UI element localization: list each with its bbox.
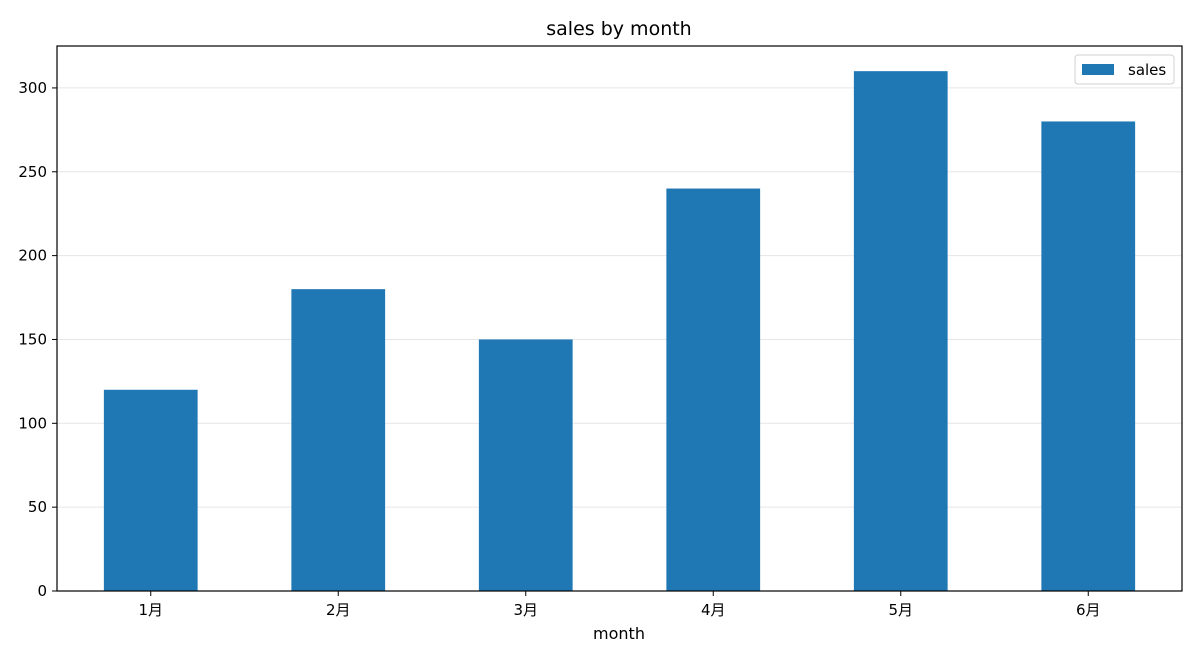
y-tick-label: 200 — [18, 247, 47, 265]
chart-title: sales by month — [546, 18, 691, 40]
y-tick-label: 100 — [18, 414, 47, 432]
x-tick-label: 3月 — [513, 601, 538, 619]
x-axis-label: month — [593, 624, 645, 643]
legend-frame — [1074, 54, 1175, 85]
bar-3 — [478, 339, 573, 591]
bar-1 — [103, 389, 198, 591]
bar-2 — [291, 289, 386, 591]
y-tick-label: 250 — [18, 163, 47, 181]
x-tick-label: 6月 — [1076, 601, 1101, 619]
bar-4 — [666, 188, 761, 592]
legend: sales — [1074, 54, 1175, 85]
legend-label-sales: sales — [1128, 61, 1166, 79]
y-tick-label: 0 — [37, 582, 47, 600]
x-tick-label: 1月 — [138, 601, 163, 619]
x-tick-label: 4月 — [701, 601, 726, 619]
y-axis-ticks: 0 50 100 150 200 250 300 — [18, 79, 57, 600]
x-tick-label: 2月 — [326, 601, 351, 619]
x-tick-label: 5月 — [888, 601, 913, 619]
y-tick-label: 50 — [28, 498, 47, 516]
y-tick-label: 300 — [18, 79, 47, 97]
bars — [103, 71, 1136, 592]
bar-6 — [1041, 121, 1136, 591]
y-tick-label: 150 — [18, 330, 47, 348]
plot-frame — [56, 45, 1183, 592]
bar-5 — [853, 71, 948, 591]
legend-swatch-sales — [1082, 64, 1114, 75]
grid-lines — [57, 87, 1182, 508]
x-axis-ticks: 1月 2月 3月 4月 5月 6月 — [138, 591, 1101, 619]
